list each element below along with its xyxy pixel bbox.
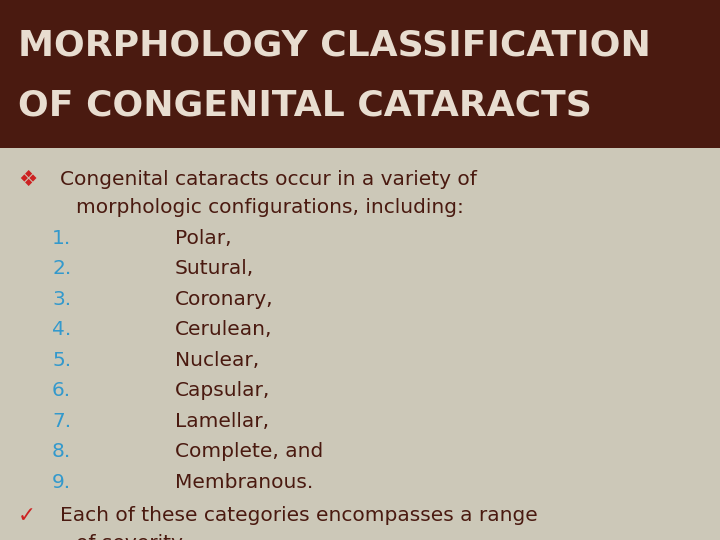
Text: 7.: 7. (52, 411, 71, 430)
Bar (0, 0, 720, 148)
Text: Capsular,: Capsular, (175, 381, 271, 400)
Text: of severity.: of severity. (76, 534, 186, 540)
Text: morphologic configurations, including:: morphologic configurations, including: (76, 198, 464, 217)
Text: Coronary,: Coronary, (175, 289, 274, 308)
Bar (0, 148, 720, 540)
Text: Congenital cataracts occur in a variety of: Congenital cataracts occur in a variety … (60, 170, 477, 189)
Text: OF CONGENITAL CATARACTS: OF CONGENITAL CATARACTS (18, 88, 592, 122)
Text: 2.: 2. (52, 259, 71, 278)
Text: MORPHOLOGY CLASSIFICATION: MORPHOLOGY CLASSIFICATION (18, 28, 651, 62)
Text: 9.: 9. (52, 472, 71, 491)
Text: 5.: 5. (52, 350, 71, 369)
Text: ❖: ❖ (18, 170, 37, 190)
Text: Sutural,: Sutural, (175, 259, 254, 278)
Text: 4.: 4. (52, 320, 71, 339)
Text: Each of these categories encompasses a range: Each of these categories encompasses a r… (60, 506, 538, 525)
Text: Complete, and: Complete, and (175, 442, 323, 461)
Text: Nuclear,: Nuclear, (175, 350, 259, 369)
Text: ✓: ✓ (18, 506, 36, 526)
Text: 8.: 8. (52, 442, 71, 461)
Text: 3.: 3. (52, 289, 71, 308)
Text: 6.: 6. (52, 381, 71, 400)
Text: Membranous.: Membranous. (175, 472, 313, 491)
Text: Lamellar,: Lamellar, (175, 411, 269, 430)
Text: Cerulean,: Cerulean, (175, 320, 272, 339)
Text: Polar,: Polar, (175, 228, 232, 247)
Text: 1.: 1. (52, 228, 71, 247)
